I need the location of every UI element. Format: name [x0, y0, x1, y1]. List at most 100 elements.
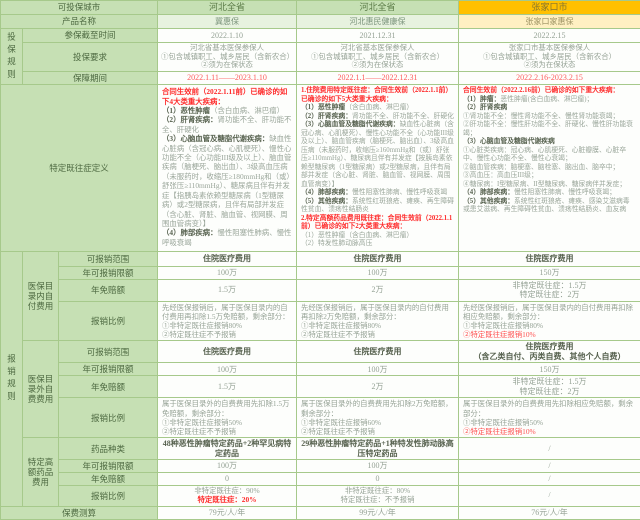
- drugs-ratio-1: 非特定既往症：90%特定既往症：20%: [158, 486, 297, 506]
- period-value-3: 2022.2.16-2023.2.15: [459, 72, 640, 85]
- table-row: 特定既往症定义 合同生效前（2022.1.11前）已确诊的如下4大类重大疾病：（…: [1, 85, 640, 252]
- drugs-limit-2: 100万: [297, 460, 459, 473]
- premium-value-3: 76元/人/年: [459, 506, 640, 519]
- table-row: 保障期间 2022.1.11——2023.1.10 2022.1.1——2022…: [1, 72, 640, 85]
- requirements-row-label: 投保要求: [23, 43, 158, 72]
- drug-types-2: 29种恶性肿瘤特定药品+1种特发性肺动脉高压特定药品: [297, 438, 459, 460]
- group-label-drugs: 特定高额药品费用: [23, 438, 59, 506]
- inlist-limit-2: 100万: [297, 266, 459, 279]
- preexisting-row-label: 特定既往症定义: [1, 85, 158, 252]
- drugs-limit-1: 100万: [158, 460, 297, 473]
- ratio-row-label-drugs: 报销比例: [59, 486, 158, 506]
- table-row: 年免赔额 0 0 /: [1, 473, 640, 486]
- product-name-2: 河北惠民健康保: [297, 15, 459, 29]
- drugs-limit-3: /: [459, 460, 640, 473]
- group-label-inlist: 医保目录内自付费用: [23, 251, 59, 341]
- deadline-value-3: 2022.2.15: [459, 29, 640, 43]
- drugs-deductible-3: /: [459, 473, 640, 486]
- inlist-scope-1: 住院医疗费用: [158, 251, 297, 266]
- premium-value-2: 99元/人/年: [297, 506, 459, 519]
- group-label-outlist: 医保目录外自费费用: [23, 341, 59, 438]
- outlist-deductible-3: 非特定既往症：1.5万特定既往症：2万: [459, 376, 640, 398]
- product-name-1: 冀惠保: [158, 15, 297, 29]
- outlist-limit-2: 100万: [297, 363, 459, 376]
- drug-types-1: 48种恶性肿瘤特定药品+2种罕见病特定药品: [158, 438, 297, 460]
- section-label-report-rules: 报销规则: [1, 251, 23, 506]
- table-row: 特定高额药品费用 药品种类 48种恶性肿瘤特定药品+2种罕见病特定药品 29种恶…: [1, 438, 640, 460]
- table-row: 年可报销限额 100万 100万 /: [1, 460, 640, 473]
- table-row: 医保目录外自费费用 可报销范围 住院医疗费用 住院医疗费用 住院医疗费用（含乙类…: [1, 341, 640, 363]
- outlist-ratio-2: 属于医保目录外的自费费用先扣除2万免赔额，剩余部分：①非特定既往症报销60%②特…: [297, 398, 459, 438]
- deadline-value-1: 2022.1.10: [158, 29, 297, 43]
- outlist-deductible-2: 2万: [297, 376, 459, 398]
- table-row: 投保规则 参保截至时间 2022.1.10 2021.12.31 2022.2.…: [1, 29, 640, 43]
- deductible-row-label-outlist: 年免赔额: [59, 376, 158, 398]
- outlist-ratio-1: 属于医保目录外的自费费用先扣除1.5万免赔额，剩余部分：①非特定既往症报销50%…: [158, 398, 297, 438]
- inlist-deductible-1: 1.5万: [158, 279, 297, 301]
- preexisting-def-2: 1.住院费用特定既往症：合同生效前（2022.1.1前）已确诊的如下5大类重大疾…: [297, 85, 459, 252]
- table-row: 保费测算 79元/人/年 99元/人/年 76元/人/年: [1, 506, 640, 519]
- table-row: 报销比例 先经医保报销后，属于医保目录内的自付费用再扣除1.5万免赔额，剩余部分…: [1, 301, 640, 341]
- premium-value-1: 79元/人/年: [158, 506, 297, 519]
- scope-row-label-inlist: 可报销范围: [59, 251, 158, 266]
- outlist-deductible-1: 1.5万: [158, 376, 297, 398]
- limit-row-label-inlist: 年可报销限额: [59, 266, 158, 279]
- outlist-scope-2: 住院医疗费用: [297, 341, 459, 363]
- inlist-scope-3: 住院医疗费用: [459, 251, 640, 266]
- limit-row-label-drugs: 年可报销限额: [59, 460, 158, 473]
- period-value-1: 2022.1.11——2023.1.10: [158, 72, 297, 85]
- period-row-label: 保障期间: [23, 72, 158, 85]
- region-header-product1: 河北全省: [158, 1, 297, 15]
- drug-types-row-label: 药品种类: [59, 438, 158, 460]
- ratio-row-label-outlist: 报销比例: [59, 398, 158, 438]
- drugs-deductible-1: 0: [158, 473, 297, 486]
- drug-types-3: /: [459, 438, 640, 460]
- ratio-row-label-inlist: 报销比例: [59, 301, 158, 341]
- limit-row-label-outlist: 年可报销限额: [59, 363, 158, 376]
- deductible-row-label-inlist: 年免赔额: [59, 279, 158, 301]
- inlist-deductible-3: 非特定既往症：1.5万特定既往症：2万: [459, 279, 640, 301]
- table-row: 产品名称 冀惠保 河北惠民健康保 张家口家惠保: [1, 15, 640, 29]
- inlist-ratio-2: 先经医保报销后，属于医保目录内的自付费用再扣除2万免赔额，剩余部分：①非特定既往…: [297, 301, 459, 341]
- inlist-ratio-1: 先经医保报销后，属于医保目录内的自付费用再扣除1.5万免赔额，剩余部分：①非特定…: [158, 301, 297, 341]
- inlist-limit-3: 150万: [459, 266, 640, 279]
- preexisting-def-1: 合同生效前（2022.1.11前）已确诊的如下4大类重大疾病：（1）恶性肿瘤（含…: [158, 85, 297, 252]
- drugs-ratio-3: /: [459, 486, 640, 506]
- table-row: 年免赔额 1.5万 2万 非特定既往症：1.5万特定既往症：2万: [1, 279, 640, 301]
- table-row: 年可报销限额 100万 100万 150万: [1, 363, 640, 376]
- inlist-scope-2: 住院医疗费用: [297, 251, 459, 266]
- deadline-row-label: 参保截至时间: [23, 29, 158, 43]
- deductible-row-label-drugs: 年免赔额: [59, 473, 158, 486]
- outlist-limit-1: 100万: [158, 363, 297, 376]
- period-value-2: 2022.1.1——2022.12.31: [297, 72, 459, 85]
- section-label-enroll-rules: 投保规则: [1, 29, 23, 85]
- inlist-ratio-3: 先经医保报销后，属于医保目录内的自付费用再扣除相应免赔额，剩余部分：①非特定既往…: [459, 301, 640, 341]
- outlist-scope-1: 住院医疗费用: [158, 341, 297, 363]
- inlist-deductible-2: 2万: [297, 279, 459, 301]
- table-row: 报销比例 属于医保目录外的自费费用先扣除1.5万免赔额，剩余部分：①非特定既往症…: [1, 398, 640, 438]
- scope-row-label-outlist: 可报销范围: [59, 341, 158, 363]
- inlist-limit-1: 100万: [158, 266, 297, 279]
- product-name-3: 张家口家惠保: [459, 15, 640, 29]
- preexisting-def-3: 合同生效前（2022.2.16前）已确诊的如下重大疾病：（1）肿瘤：恶性肿瘤(含…: [459, 85, 640, 252]
- table-row: 年免赔额 1.5万 2万 非特定既往症：1.5万特定既往症：2万: [1, 376, 640, 398]
- drugs-ratio-2: 非特定既往症：80%特定既往症：不予报销: [297, 486, 459, 506]
- outlist-limit-3: 150万: [459, 363, 640, 376]
- table-row: 报销比例 非特定既往症：90%特定既往症：20% 非特定既往症：80%特定既往症…: [1, 486, 640, 506]
- outlist-ratio-3: 属于医保目录外的自费费用先扣除相应免赔额，剩余部分：①非特定既往症报销50%②特…: [459, 398, 640, 438]
- premium-row-label: 保费测算: [1, 506, 158, 519]
- table-row: 报销规则 医保目录内自付费用 可报销范围 住院医疗费用 住院医疗费用 住院医疗费…: [1, 251, 640, 266]
- drugs-deductible-2: 0: [297, 473, 459, 486]
- region-row-label: 可投保城市: [1, 1, 158, 15]
- table-row: 年可报销限额 100万 100万 150万: [1, 266, 640, 279]
- region-header-product2: 河北全省: [297, 1, 459, 15]
- outlist-scope-3: 住院医疗费用（含乙类自付、丙类自费、其他个人自费）: [459, 341, 640, 363]
- product-row-label: 产品名称: [1, 15, 158, 29]
- table-row: 可投保城市 河北全省 河北全省 张家口市: [1, 1, 640, 15]
- deadline-value-2: 2021.12.31: [297, 29, 459, 43]
